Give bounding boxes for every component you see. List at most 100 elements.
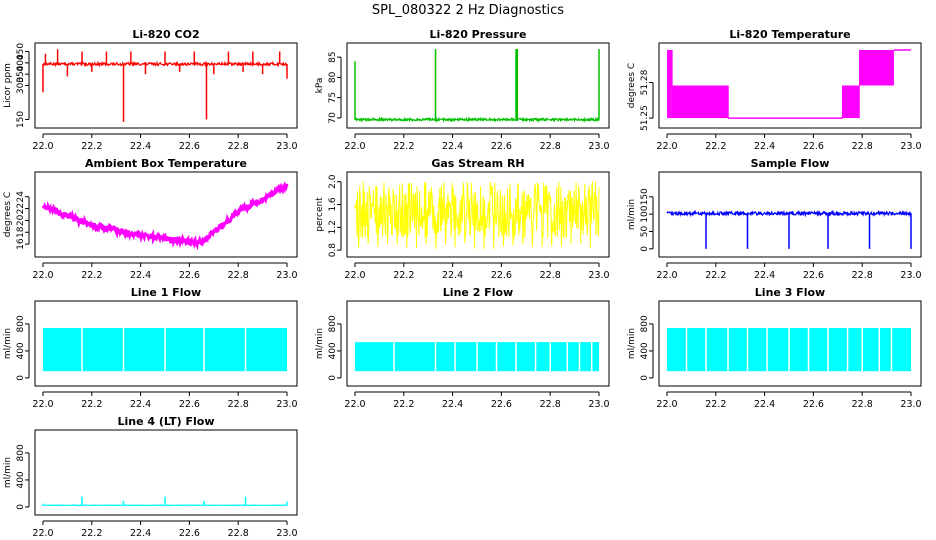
x-tick-label: 22.8 [540,141,561,152]
y-tick-label: 800 [16,444,26,461]
y-tick-label: 800 [640,315,650,332]
y-axis-label: ml/min [3,457,13,488]
x-tick-label: 22.6 [179,141,200,152]
y-tick-label: 22 [16,203,26,214]
y-tick-label: 85 [328,51,338,62]
data-layer [354,49,600,123]
temperature-band [671,85,728,119]
x-tick-label: 23.0 [276,528,297,539]
x-tick-label: 23.0 [588,399,609,410]
chart-title: Line 4 (LT) Flow [118,415,215,428]
chart-title: Li-820 Pressure [430,28,527,41]
chart-panel: Ambient Box Temperature degrees C 22.0 22.2… [3,157,298,281]
plot-frame [346,42,610,129]
x-tick-label: 22.4 [754,399,775,410]
y-tick-label: 0 [16,375,26,381]
y-tick-label: 1.2 [328,220,338,234]
y-tick-label: 16 [16,238,26,250]
chart-panel: Line 3 Flow ml/min 22.0 22.2 22.4 22.6 22.8 23.… [627,286,922,410]
x-tick-label: 22.8 [852,270,873,281]
x-tick-label: 22.0 [656,270,677,281]
series-line [354,116,600,123]
y-axis-label: Licor ppm [3,63,13,108]
x-tick-label: 22.6 [179,528,200,539]
chart-panel: Li-820 CO2 Licor ppm 22.0 22.2 22.4 22.6 22.8 2… [3,28,298,152]
y-tick-label: 400 [16,54,26,71]
x-tick-label: 22.4 [130,399,151,410]
x-tick-label: 22.2 [81,528,102,539]
y-tick-label: 0 [328,375,338,381]
x-tick-label: 22.4 [754,141,775,152]
series-line [41,181,289,251]
x-tick-label: 22.0 [344,141,365,152]
x-tick-label: 22.8 [852,141,873,152]
data-layer [667,327,911,372]
y-tick-label: 0 [16,504,26,510]
x-tick-label: 22.2 [81,141,102,152]
x-tick-label: 22.6 [803,399,824,410]
x-tick-label: 22.6 [179,399,200,410]
plot-frame [34,300,298,387]
y-tick-label: 450 [16,43,26,60]
temperature-band [859,49,894,86]
x-tick-label: 22.6 [803,141,824,152]
chart-panel: Line 1 Flow ml/min 22.0 22.2 22.4 22.6 22.8 23.… [3,286,298,410]
data-layer [42,496,288,507]
x-tick-label: 22.2 [705,141,726,152]
x-tick-label: 23.0 [588,141,609,152]
x-tick-label: 22.2 [705,270,726,281]
y-axis-label: ml/min [627,199,637,230]
series-line [42,504,288,507]
x-tick-label: 22.0 [32,141,53,152]
x-tick-label: 22.0 [32,270,53,281]
y-axis-label: ml/min [3,328,13,359]
plot-frame [346,300,610,387]
x-tick-label: 22.4 [130,141,151,152]
x-tick-label: 22.8 [540,399,561,410]
data-layer [42,49,288,122]
x-tick-label: 22.8 [228,141,249,152]
x-tick-label: 22.2 [81,270,102,281]
y-tick-label: 400 [640,342,650,359]
x-tick-label: 22.2 [393,270,414,281]
x-tick-label: 22.8 [228,399,249,410]
data-layer [41,181,289,251]
x-tick-label: 22.2 [393,141,414,152]
x-tick-label: 22.0 [656,141,677,152]
y-tick-label: 51.28 [640,69,650,95]
y-tick-label: 400 [16,342,26,359]
series-line [354,181,600,250]
y-tick-label: 51.25 [640,105,650,131]
chart-panel: Gas Stream RH percent 22.0 22.2 22.4 22.6 22.8… [315,157,610,281]
temperature-band [667,49,672,119]
x-tick-label: 22.8 [228,528,249,539]
x-tick-label: 22.6 [491,141,512,152]
x-tick-label: 22.6 [491,399,512,410]
y-tick-label: 800 [328,315,338,332]
series-line [666,209,912,218]
chart-title: Gas Stream RH [431,157,524,170]
data-layer [666,209,912,249]
x-tick-label: 22.0 [344,270,365,281]
x-tick-label: 23.0 [900,270,921,281]
chart-panel: Line 2 Flow ml/min 22.0 22.2 22.4 22.6 22.8 23.… [315,286,610,410]
x-tick-label: 22.4 [442,399,463,410]
y-tick-label: 0 [640,246,650,252]
x-tick-label: 22.2 [705,399,726,410]
x-tick-label: 22.4 [442,270,463,281]
y-tick-label: 20 [16,214,26,226]
x-tick-label: 22.0 [656,399,677,410]
data-layer [667,49,911,119]
chart-panel: Line 4 (LT) Flow ml/min 22.0 22.2 22.4 22.6 22… [3,415,298,539]
data-layer [354,181,600,250]
y-tick-label: 80 [328,71,338,83]
y-tick-label: 400 [328,342,338,359]
y-tick-label: 150 [16,111,26,128]
x-tick-label: 22.4 [442,141,463,152]
chart-title: Line 1 Flow [131,286,201,299]
chart-title: Line 3 Flow [755,286,825,299]
data-layer [43,327,287,372]
plot-frame [658,300,922,387]
plot-frame [658,42,922,129]
y-axis-label: degrees C [3,192,13,237]
